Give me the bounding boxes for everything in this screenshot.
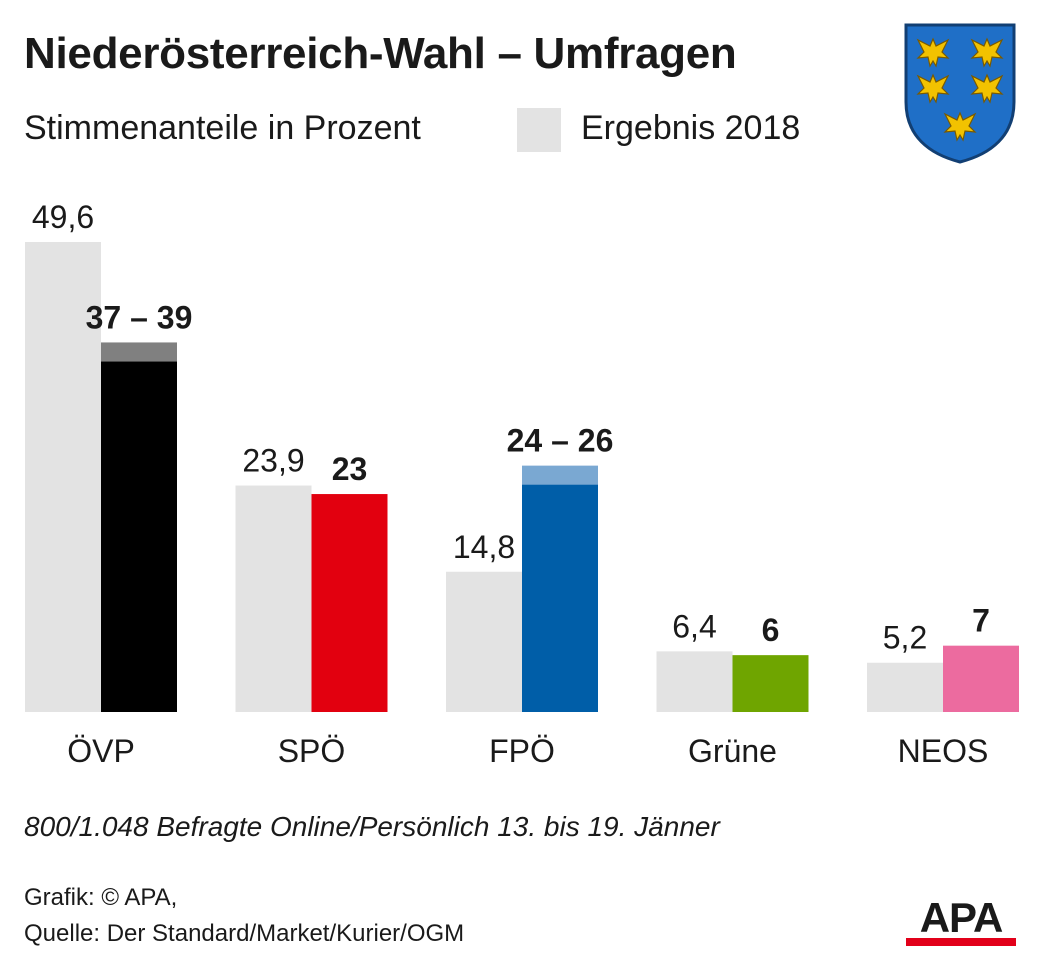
- bar-poll-ovp: [101, 361, 177, 712]
- value-label-poll-neos: 7: [972, 603, 990, 639]
- apa-logo: APA: [906, 897, 1016, 948]
- legend-label-2018: Ergebnis 2018: [581, 109, 801, 147]
- graphic-credit: Grafik: © APA,: [24, 884, 178, 911]
- legend-swatch-2018: [517, 108, 561, 152]
- value-label-2018-grune: 6,4: [672, 608, 716, 644]
- bar-poll-neos: [943, 645, 1019, 712]
- chart-subtitle: Stimmenanteile in Prozent: [24, 109, 421, 147]
- bar-poll-grune: [732, 655, 809, 712]
- data-source: Quelle: Der Standard/Market/Kurier/OGM: [24, 920, 465, 947]
- value-label-poll-fpo: 24 – 26: [507, 423, 614, 459]
- bar-2018-spo: [235, 485, 312, 712]
- value-label-poll-spo: 23: [332, 451, 368, 487]
- bar-chart: 49,6 37 – 39 ÖVP 23,9 23 SPÖ 14,8 24 – 26 FPÖ 6,4…: [25, 199, 1019, 769]
- category-label-grune: Grüne: [688, 733, 777, 769]
- value-label-poll-grune: 6: [762, 612, 780, 648]
- category-label-fpo: FPÖ: [489, 733, 555, 769]
- survey-note: 800/1.048 Befragte Online/Persönlich 13.…: [24, 811, 720, 842]
- category-label-neos: NEOS: [898, 733, 989, 769]
- value-label-2018-neos: 5,2: [883, 620, 927, 656]
- bar-poll-fpo: [522, 484, 598, 712]
- bar-2018-ovp: [25, 242, 101, 712]
- apa-logo-bar: [906, 938, 1016, 946]
- lower-austria-crest-icon: [904, 23, 1016, 164]
- category-label-spo: SPÖ: [278, 733, 346, 769]
- value-label-2018-ovp: 49,6: [32, 199, 94, 235]
- chart-title: Niederösterreich-Wahl – Umfragen: [24, 29, 737, 78]
- bar-poll-range-fpo: [522, 465, 598, 485]
- category-label-ovp: ÖVP: [67, 733, 135, 769]
- bar-2018-fpo: [446, 571, 522, 712]
- bar-poll-spo: [311, 494, 388, 712]
- bar-poll-range-ovp: [101, 342, 177, 362]
- bar-2018-grune: [656, 651, 733, 712]
- value-label-2018-fpo: 14,8: [453, 529, 515, 565]
- bar-2018-neos: [867, 662, 943, 712]
- value-label-2018-spo: 23,9: [242, 443, 304, 479]
- value-label-poll-ovp: 37 – 39: [86, 299, 193, 335]
